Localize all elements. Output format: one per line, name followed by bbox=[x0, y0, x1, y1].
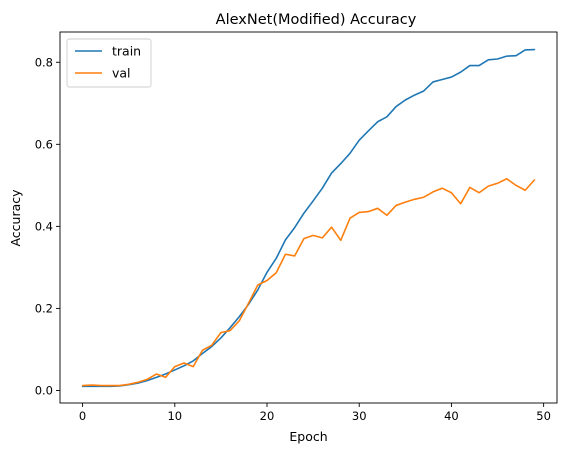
x-axis-label: Epoch bbox=[289, 429, 327, 444]
y-axis-label: Accuracy bbox=[8, 189, 23, 247]
x-tick-label: 30 bbox=[352, 409, 367, 423]
y-tick-label: 0.0 bbox=[35, 383, 53, 397]
y-tick-label: 0.6 bbox=[35, 137, 53, 151]
y-tick-label: 0.4 bbox=[35, 219, 53, 233]
x-tick-label: 50 bbox=[536, 409, 551, 423]
x-axis-ticks: 0 10 20 30 40 50 bbox=[79, 403, 551, 423]
legend: train val bbox=[66, 38, 152, 88]
legend-label-val: val bbox=[112, 66, 131, 81]
y-tick-label: 0.8 bbox=[35, 55, 53, 69]
x-tick-label: 20 bbox=[260, 409, 275, 423]
y-tick-label: 0.2 bbox=[35, 301, 53, 315]
y-axis-ticks: 0.0 0.2 0.4 0.6 0.8 bbox=[35, 55, 60, 397]
legend-label-train: train bbox=[112, 44, 141, 59]
series-line-val bbox=[81, 177, 536, 387]
chart-title: AlexNet(Modified) Accuracy bbox=[216, 12, 417, 28]
plot-area bbox=[59, 31, 558, 404]
series-line-train bbox=[81, 48, 536, 388]
x-tick-label: 0 bbox=[79, 409, 86, 423]
series-lines bbox=[81, 48, 536, 388]
x-tick-label: 40 bbox=[444, 409, 459, 423]
x-tick-label: 10 bbox=[167, 409, 182, 423]
